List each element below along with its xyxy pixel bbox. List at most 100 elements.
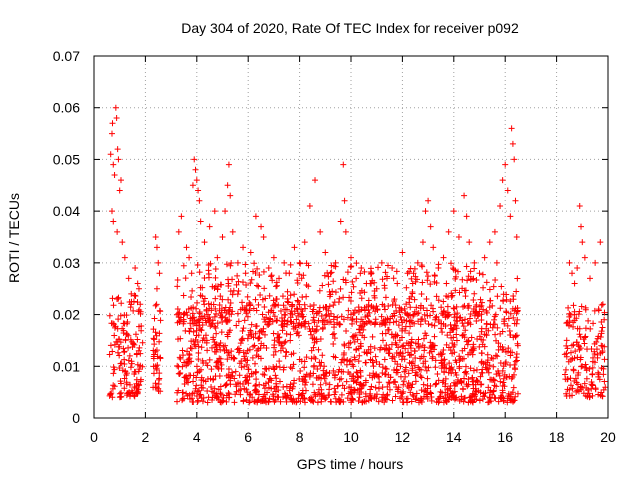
data-point [152, 234, 159, 240]
data-point [256, 328, 263, 335]
data-point [427, 345, 434, 352]
data-point [415, 344, 422, 351]
data-point [495, 346, 502, 353]
data-point [277, 398, 284, 405]
data-point [207, 375, 214, 382]
data-point [183, 362, 190, 369]
data-point [118, 360, 125, 367]
data-point [391, 312, 398, 319]
data-point [225, 366, 232, 373]
y-tick-label: 0.07 [53, 48, 80, 64]
data-point [273, 380, 280, 387]
data-point [112, 104, 119, 111]
data-point [114, 146, 121, 153]
data-point [443, 365, 450, 372]
data-point [407, 323, 414, 330]
data-point [499, 389, 506, 396]
data-point [174, 283, 181, 290]
data-point [195, 350, 202, 357]
data-point [125, 332, 132, 339]
data-point [323, 311, 330, 318]
data-point [419, 239, 426, 246]
data-point [407, 265, 414, 272]
data-point [233, 281, 240, 288]
data-point [397, 389, 404, 396]
data-point [480, 284, 487, 291]
data-point [316, 287, 323, 294]
data-point [513, 234, 520, 240]
data-point [456, 289, 463, 296]
data-point [262, 295, 269, 302]
data-point [217, 293, 224, 300]
data-point [208, 321, 215, 328]
data-point [440, 298, 447, 305]
data-point [302, 387, 309, 394]
data-point [157, 355, 164, 362]
data-point [383, 392, 390, 399]
data-point [453, 331, 460, 338]
data-point [319, 352, 326, 359]
data-point [303, 293, 310, 300]
data-point [115, 156, 122, 163]
data-point [194, 262, 201, 269]
data-point [599, 301, 606, 308]
data-point [232, 368, 239, 375]
data-point [114, 338, 121, 345]
data-point [464, 277, 471, 284]
data-point [298, 358, 305, 365]
data-point [206, 356, 213, 363]
data-point [217, 355, 224, 362]
data-point [357, 322, 364, 329]
data-point [441, 356, 448, 363]
data-point [399, 325, 406, 332]
data-point [108, 390, 115, 397]
data-point [430, 308, 437, 315]
data-point [569, 355, 576, 362]
data-point [365, 306, 372, 313]
data-point [410, 270, 417, 277]
data-point [273, 283, 280, 290]
data-point [195, 332, 202, 339]
data-point [232, 391, 239, 398]
data-point [452, 369, 459, 376]
data-point [334, 383, 341, 390]
data-point [423, 367, 430, 374]
data-point [447, 329, 454, 336]
data-point [227, 373, 234, 380]
data-point [322, 312, 329, 319]
data-point [109, 320, 116, 327]
data-point [294, 297, 301, 304]
data-point [287, 337, 294, 344]
data-point [479, 341, 486, 348]
data-point [212, 274, 219, 281]
data-point [303, 282, 310, 289]
data-point [565, 304, 572, 311]
data-point [153, 332, 160, 339]
data-point [591, 351, 598, 358]
data-point [352, 332, 359, 339]
data-point [303, 354, 310, 361]
data-point [418, 396, 425, 403]
data-point [193, 305, 200, 312]
data-point [321, 375, 328, 382]
data-point [567, 375, 574, 382]
data-point [156, 370, 163, 377]
data-point [241, 317, 248, 324]
data-point [471, 259, 478, 266]
data-point [592, 385, 599, 392]
data-point [374, 306, 381, 313]
data-point [585, 317, 592, 324]
data-point [262, 319, 269, 326]
data-point [387, 374, 394, 381]
data-point [413, 390, 420, 397]
data-point [504, 399, 511, 406]
data-point [235, 318, 242, 325]
data-point [118, 300, 125, 307]
data-point [224, 356, 231, 363]
data-point [139, 363, 146, 370]
data-point [127, 304, 134, 311]
data-point [400, 342, 407, 349]
data-point [486, 239, 493, 246]
data-point [350, 372, 357, 379]
data-point [362, 359, 369, 366]
